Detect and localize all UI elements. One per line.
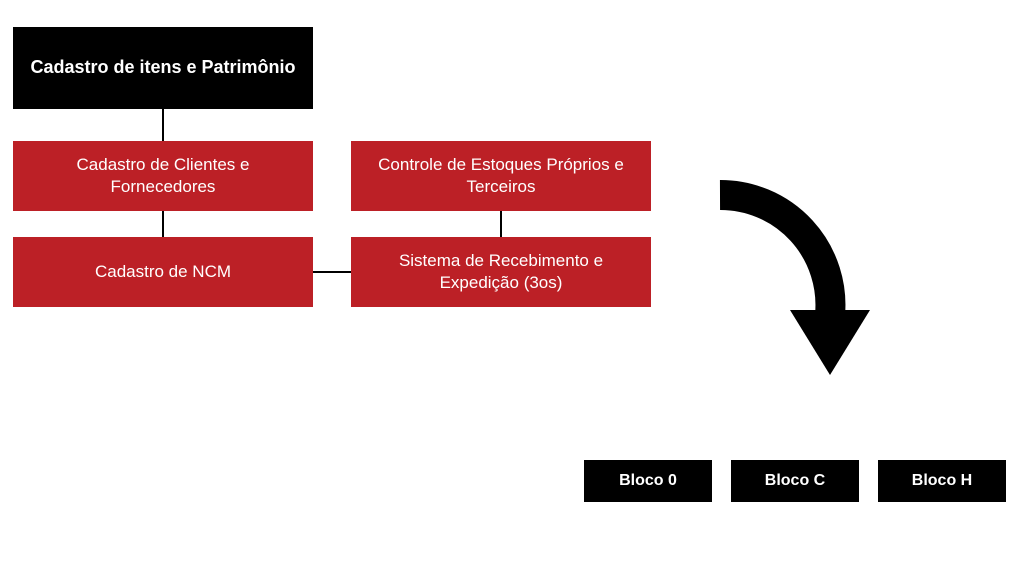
node-label: Bloco 0 <box>619 471 677 492</box>
node-bloco-h: Bloco H <box>878 460 1006 502</box>
node-cadastro-itens-patrimonio: Cadastro de itens e Patrimônio <box>13 27 313 109</box>
node-controle-estoques: Controle de Estoques Próprios e Terceiro… <box>351 141 651 211</box>
node-label: Cadastro de itens e Patrimônio <box>30 56 295 79</box>
node-label: Bloco C <box>765 471 825 492</box>
node-sistema-recebimento-expedicao: Sistema de Recebimento e Expedição (3os) <box>351 237 651 307</box>
node-label: Cadastro de NCM <box>95 261 231 283</box>
node-bloco-c: Bloco C <box>731 460 859 502</box>
node-cadastro-clientes-fornecedores: Cadastro de Clientes e Fornecedores <box>13 141 313 211</box>
node-label: Cadastro de Clientes e Fornecedores <box>27 154 299 198</box>
node-label: Sistema de Recebimento e Expedição (3os) <box>365 250 637 294</box>
edge-n3-n4 <box>500 211 502 237</box>
node-bloco-0: Bloco 0 <box>584 460 712 502</box>
node-label: Controle de Estoques Próprios e Terceiro… <box>365 154 637 198</box>
edge-n0-n1 <box>162 109 164 141</box>
node-label: Bloco H <box>912 471 972 492</box>
edge-n1-n2 <box>162 211 164 237</box>
curved-arrow <box>700 175 900 395</box>
node-cadastro-ncm: Cadastro de NCM <box>13 237 313 307</box>
edge-n2-n4 <box>313 271 351 273</box>
